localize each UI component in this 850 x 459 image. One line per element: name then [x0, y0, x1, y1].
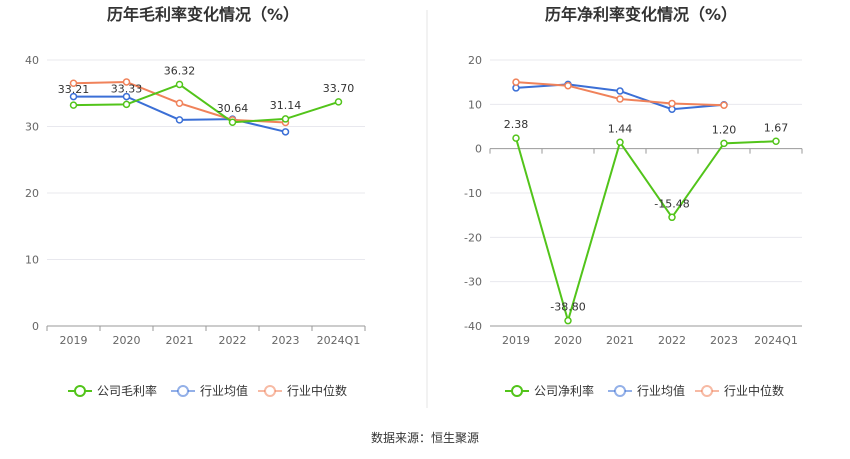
y-tick-label: 10	[25, 254, 39, 267]
legend-item: 公司毛利率	[68, 383, 157, 398]
y-tick-label: -30	[464, 276, 482, 289]
series-line-0	[73, 83, 339, 124]
data-point	[122, 92, 131, 101]
x-tick-label: 2022	[219, 334, 247, 347]
legend-item: 行业均值	[608, 383, 685, 398]
x-tick-label: 2020	[554, 334, 582, 347]
y-tick-label: 20	[468, 54, 482, 67]
data-point	[175, 80, 184, 89]
gross-margin-title: 历年毛利率变化情况（%）	[107, 5, 299, 24]
legend-swatch-marker	[511, 385, 523, 397]
legend-label: 行业中位数	[724, 383, 784, 398]
data-point	[69, 79, 78, 88]
y-tick-label: 0	[475, 143, 482, 156]
x-tick-label: 2019	[502, 334, 530, 347]
legend-swatch-marker	[614, 385, 626, 397]
data-point	[122, 100, 131, 109]
data-label: 31.14	[270, 99, 302, 112]
data-point	[772, 137, 780, 146]
data-label: 33.70	[323, 82, 355, 95]
data-label: -15.48	[654, 197, 689, 210]
data-point	[281, 128, 290, 136]
series-line-0	[515, 137, 777, 325]
data-point	[616, 95, 624, 103]
legend-swatch-marker	[74, 385, 86, 397]
y-tick-label: 0	[32, 320, 39, 333]
data-label: 1.44	[608, 122, 633, 135]
data-point	[69, 101, 78, 109]
data-point	[668, 213, 676, 222]
data-label: 1.20	[712, 123, 737, 136]
data-point	[334, 98, 343, 106]
legend-label: 公司毛利率	[97, 383, 157, 398]
x-tick-label: 2024Q1	[317, 334, 361, 347]
legend-item: 行业中位数	[258, 383, 347, 398]
data-label: 36.32	[164, 64, 196, 77]
data-point	[175, 116, 184, 124]
y-tick-label: 10	[468, 98, 482, 111]
data-point	[512, 78, 520, 86]
data-point	[616, 87, 624, 95]
data-point	[281, 115, 290, 123]
data-point	[720, 101, 728, 109]
data-point	[175, 99, 184, 107]
gross-margin-panel: 历年毛利率变化情况（%） 0 10 20 30 40 2019 2020 2021 2022 20…	[25, 5, 366, 398]
x-tick-label: 2021	[166, 334, 194, 347]
data-point	[616, 138, 624, 147]
data-point	[564, 316, 572, 325]
legend-swatch-marker	[177, 385, 189, 397]
data-point	[512, 134, 520, 142]
data-label: 33.21	[58, 83, 90, 96]
x-tick-label: 2019	[60, 334, 88, 347]
legend-label: 行业均值	[200, 383, 248, 398]
data-point	[668, 99, 676, 108]
x-tick-label: 2022	[658, 334, 686, 347]
y-tick-label: 30	[25, 121, 39, 134]
data-point	[564, 81, 572, 90]
data-label: 1.67	[764, 121, 789, 134]
legend-swatch-marker	[701, 385, 713, 397]
y-tick-label: -40	[464, 320, 482, 333]
data-point	[69, 92, 78, 101]
y-tick-label: -20	[464, 231, 482, 244]
data-point	[720, 139, 728, 148]
y-tick-label: 40	[25, 54, 39, 67]
data-label: 33.33	[111, 82, 143, 95]
y-tick-label: -10	[464, 187, 482, 200]
net-margin-panel: 历年净利率变化情况（%） -40 -30 -20 -10 0 10 20 2019 2020 20…	[464, 5, 803, 398]
y-tick-label: 20	[25, 187, 39, 200]
legend-label: 行业中位数	[287, 383, 347, 398]
legend-item: 行业均值	[171, 383, 248, 398]
net-margin-title: 历年净利率变化情况（%）	[545, 5, 737, 24]
x-tick-label: 2024Q1	[754, 334, 798, 347]
legend-item: 公司净利率	[505, 383, 594, 398]
legend-label: 公司净利率	[534, 383, 594, 398]
x-tick-label: 2023	[272, 334, 300, 347]
source-note: 数据来源：恒生聚源	[371, 430, 479, 445]
legend-item: 行业中位数	[695, 383, 784, 398]
data-label: 30.64	[217, 102, 249, 115]
legend-swatch-marker	[264, 385, 276, 397]
data-point	[122, 78, 131, 86]
data-label: 2.38	[504, 118, 529, 131]
x-tick-label: 2020	[113, 334, 141, 347]
data-label: -38.80	[550, 301, 585, 314]
x-tick-label: 2023	[710, 334, 738, 347]
data-point	[228, 118, 237, 126]
legend-label: 行业均值	[637, 383, 685, 398]
x-tick-label: 2021	[606, 334, 634, 347]
